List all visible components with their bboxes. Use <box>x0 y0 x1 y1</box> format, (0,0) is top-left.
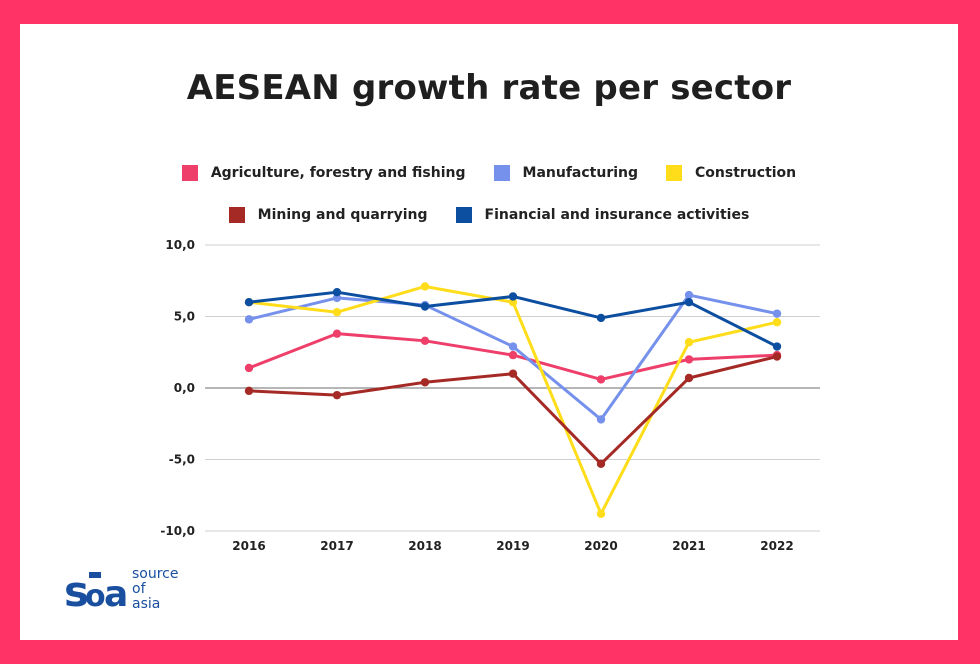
brand-word-asia: asia <box>132 595 161 612</box>
brand-logo: s o a source of asia <box>64 564 179 614</box>
legend-label-manufacturing: Manufacturing <box>522 165 639 181</box>
data-point <box>684 298 694 307</box>
legend-swatch-construction <box>666 165 683 181</box>
data-point <box>772 342 782 351</box>
legend-item-manufacturing: Manufacturing <box>493 165 639 181</box>
data-point <box>684 355 694 364</box>
data-point <box>772 309 782 318</box>
data-point <box>244 386 254 396</box>
y-tick-label: -10,0 <box>160 524 195 538</box>
data-point <box>684 290 694 300</box>
data-point <box>508 350 518 360</box>
line-chart-plot: 10,0 5,0 0,0 -5,0 -10,0 2016 2017 2018 2019 2020 2… <box>160 238 820 553</box>
data-point <box>332 287 342 297</box>
data-point <box>772 352 782 361</box>
y-tick-label: -5,0 <box>169 453 195 467</box>
data-point <box>420 336 430 346</box>
data-point <box>244 298 254 307</box>
x-tick-label: 2020 <box>584 539 617 553</box>
brand-wordmark: source of asia <box>132 565 179 612</box>
svg-text:s: s <box>64 567 88 614</box>
legend-item-financial: Financial and insurance activities <box>455 207 750 223</box>
chart-title: AESEAN growth rate per sector <box>186 68 792 108</box>
legend-label-financial: Financial and insurance activities <box>484 207 750 223</box>
data-point <box>332 390 342 400</box>
data-point <box>332 308 342 317</box>
series-line <box>247 284 779 516</box>
data-point <box>508 292 518 301</box>
data-point <box>596 375 606 384</box>
legend-item-mining: Mining and quarrying <box>228 207 428 223</box>
data-point <box>684 373 694 383</box>
brand-word-of: of <box>132 580 146 597</box>
data-point <box>684 338 694 347</box>
legend-item-agriculture: Agriculture, forestry and fishing <box>181 165 466 181</box>
svg-text:a: a <box>104 574 126 614</box>
chart-card: AESEAN growth rate per sector Agricultur… <box>20 24 958 640</box>
data-point <box>508 369 518 378</box>
legend-item-construction: Construction <box>666 165 796 181</box>
data-point <box>772 318 782 327</box>
data-point <box>596 313 606 323</box>
data-point <box>244 315 254 324</box>
brand-word-source: source <box>132 565 179 582</box>
svg-text:o: o <box>85 579 106 614</box>
x-tick-label: 2018 <box>408 539 441 553</box>
y-tick-label: 0,0 <box>174 381 195 395</box>
soa-logo-mark: s o a <box>64 567 126 614</box>
data-point <box>244 363 254 373</box>
x-tick-label: 2016 <box>232 539 265 553</box>
data-point <box>596 459 606 468</box>
legend-swatch-mining <box>228 207 245 223</box>
y-tick-label: 10,0 <box>165 238 195 252</box>
y-tick-label: 5,0 <box>174 310 195 324</box>
legend-label-mining: Mining and quarrying <box>257 207 428 223</box>
legend-swatch-agriculture <box>181 165 198 181</box>
x-tick-label: 2017 <box>320 539 353 553</box>
legend-label-agriculture: Agriculture, forestry and fishing <box>210 165 466 181</box>
data-point <box>420 302 430 311</box>
legend-swatch-financial <box>455 207 472 223</box>
data-point <box>508 342 518 351</box>
data-point <box>596 509 606 519</box>
x-tick-label: 2022 <box>760 539 793 553</box>
x-tick-label: 2021 <box>672 539 705 553</box>
data-point <box>420 378 430 387</box>
data-point <box>332 329 342 338</box>
data-point <box>420 282 430 291</box>
legend-row-1: Agriculture, forestry and fishing Manufa… <box>20 165 958 181</box>
x-tick-label: 2019 <box>496 539 529 553</box>
legend-label-construction: Construction <box>695 165 797 181</box>
legend-swatch-manufacturing <box>493 165 510 181</box>
legend-row-2: Mining and quarrying Financial and insur… <box>20 207 958 223</box>
data-point <box>596 415 606 424</box>
